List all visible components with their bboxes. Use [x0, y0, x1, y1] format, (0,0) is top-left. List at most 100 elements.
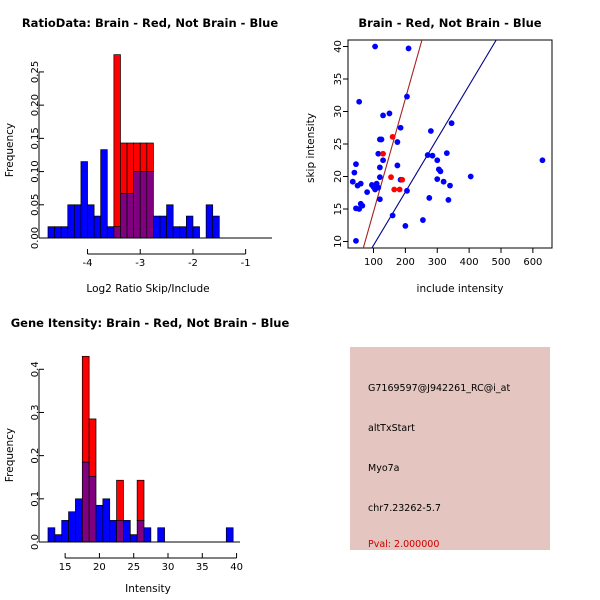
y-axis-tick-label: 0.4 [30, 361, 41, 377]
scatter-point-brain [388, 174, 394, 181]
scatter-point-not-brain [404, 93, 410, 100]
scatter-point-not-brain [404, 187, 410, 194]
scatter-point-not-brain [440, 178, 447, 185]
gene-histogram-title: Gene Itensity: Brain - Red, Not Brain - … [10, 316, 290, 330]
histogram-bar-blue [106, 226, 115, 239]
histogram-bar-overlap [136, 520, 145, 543]
scatter-plot-x-axis: 100 200 300 400 500 600 [364, 248, 542, 268]
histogram-bar-overlap [113, 226, 121, 239]
scatter-point-brain [380, 150, 386, 157]
histogram-bar-blue [172, 226, 181, 239]
scatter-point-not-brain [448, 120, 455, 127]
scatter-point-not-brain [394, 162, 401, 169]
x-axis-tick-label: 600 [523, 257, 542, 268]
histogram-bar-blue [102, 498, 111, 543]
histogram-bar-blue [54, 226, 62, 239]
histogram-bar-overlap [88, 476, 97, 543]
scatter-point-not-brain [445, 197, 452, 203]
histogram-bar-blue [87, 204, 95, 239]
x-axis-tick-label: -1 [241, 258, 251, 269]
x-axis-tick-label: 100 [364, 257, 383, 268]
y-axis-tick-label: 30 [333, 105, 344, 118]
gene-info-box: G7169597@J942261_RC@i_at altTxStart Myo7… [350, 347, 550, 550]
histogram-bar-blue [192, 226, 200, 239]
histogram-bar-blue [67, 204, 75, 239]
y-axis-tick-label: 0.00 [30, 227, 41, 249]
scatter-point-not-brain [447, 182, 453, 189]
histogram-bar-overlap [146, 171, 154, 239]
gene-histogram-svg: 0.0 0.1 0.2 0.3 0.4 15 20 25 30 35 40 Intensity F… [4, 355, 243, 595]
y-axis-tick-label: 0.20 [30, 94, 41, 116]
scatter-point-not-brain [386, 110, 393, 117]
histogram-bar-blue [153, 215, 161, 239]
x-axis-tick-label: -4 [83, 258, 93, 269]
scatter-point-not-brain [378, 136, 385, 143]
histogram-bar-blue [100, 149, 108, 239]
x-axis-tick-label: 25 [127, 562, 140, 573]
y-axis-tick-label: 0.05 [30, 194, 41, 216]
histogram-bar-overlap [126, 193, 134, 239]
histogram-bar-blue [93, 215, 102, 239]
histogram-bar-blue [123, 520, 131, 543]
scatter-plot-points [349, 43, 546, 244]
histogram-bar-overlap [133, 171, 141, 239]
info-pval: Pval: 2.000000 [368, 539, 440, 550]
scatter-point-not-brain [351, 169, 358, 176]
gene-histogram-x-label: Intensity [125, 583, 171, 595]
y-axis-tick-label: 0.3 [30, 405, 41, 421]
scatter-plot-fit-lines [362, 40, 497, 248]
scatter-point-not-brain [376, 164, 383, 171]
ratio-histogram-bars [47, 54, 220, 239]
x-axis-tick-label: 35 [196, 562, 209, 573]
x-axis-tick-label: 500 [491, 257, 510, 268]
histogram-bar-blue [205, 204, 214, 239]
histogram-bar-blue [47, 527, 56, 543]
x-axis-tick-label: -2 [188, 258, 198, 269]
histogram-bar-blue [166, 204, 174, 239]
info-event-type: altTxStart [368, 423, 415, 434]
x-axis-tick-label: 300 [428, 257, 447, 268]
histogram-bar-red [116, 479, 124, 521]
histogram-bar-overlap [81, 461, 90, 543]
scatter-point-not-brain [389, 212, 396, 219]
scatter-point-not-brain [424, 152, 431, 158]
histogram-bar-blue [74, 204, 82, 239]
y-axis-tick-label: 0.15 [30, 127, 41, 149]
histogram-bar-blue [109, 520, 117, 543]
scatter-point-not-brain [443, 150, 450, 157]
scatter-point-not-brain [375, 150, 382, 157]
x-axis-tick-label: 400 [460, 257, 479, 268]
panel-gene-intensity-histogram: Gene Itensity: Brain - Red, Not Brain - … [0, 300, 300, 600]
y-axis-tick-label: 0.10 [30, 160, 41, 182]
panel-gene-info: G7169597@J942261_RC@i_at altTxStart Myo7… [300, 300, 600, 600]
histogram-bar-red [136, 479, 145, 521]
scatter-point-not-brain [349, 178, 356, 185]
histogram-bar-blue [80, 161, 88, 239]
gene-histogram-y-label: Frequency [4, 428, 16, 482]
x-axis-tick-label: 20 [93, 562, 106, 573]
gene-histogram-x-axis: 15 20 25 30 35 40 [39, 541, 243, 573]
x-axis-tick-label: 30 [162, 562, 175, 573]
scatter-point-not-brain [356, 98, 363, 105]
histogram-bar-blue [75, 498, 83, 543]
y-axis-tick-label: 0.2 [30, 448, 41, 464]
scatter-point-not-brain [420, 217, 426, 223]
scatter-plot-y-axis: 10 15 20 25 30 35 40 [333, 40, 348, 248]
gene-histogram-bars [47, 355, 234, 543]
scatter-point-not-brain [434, 176, 441, 183]
scatter-point-not-brain [357, 180, 364, 187]
histogram-bar-blue [68, 511, 76, 543]
x-axis-tick-label: 200 [396, 257, 415, 268]
scatter-point-not-brain [427, 128, 434, 134]
scatter-point-not-brain [402, 223, 409, 229]
scatter-point-not-brain [397, 124, 404, 131]
scatter-plot-title: Brain - Red, Not Brain - Blue [358, 16, 542, 30]
histogram-bar-blue [95, 504, 104, 543]
scatter-point-not-brain [380, 112, 386, 119]
scatter-point-brain [396, 186, 403, 193]
histogram-bar-red [126, 142, 134, 194]
scatter-point-not-brain [426, 195, 433, 201]
scatter-point-not-brain [353, 237, 359, 244]
scatter-point-brain [391, 186, 398, 193]
scatter-point-not-brain [429, 152, 436, 159]
